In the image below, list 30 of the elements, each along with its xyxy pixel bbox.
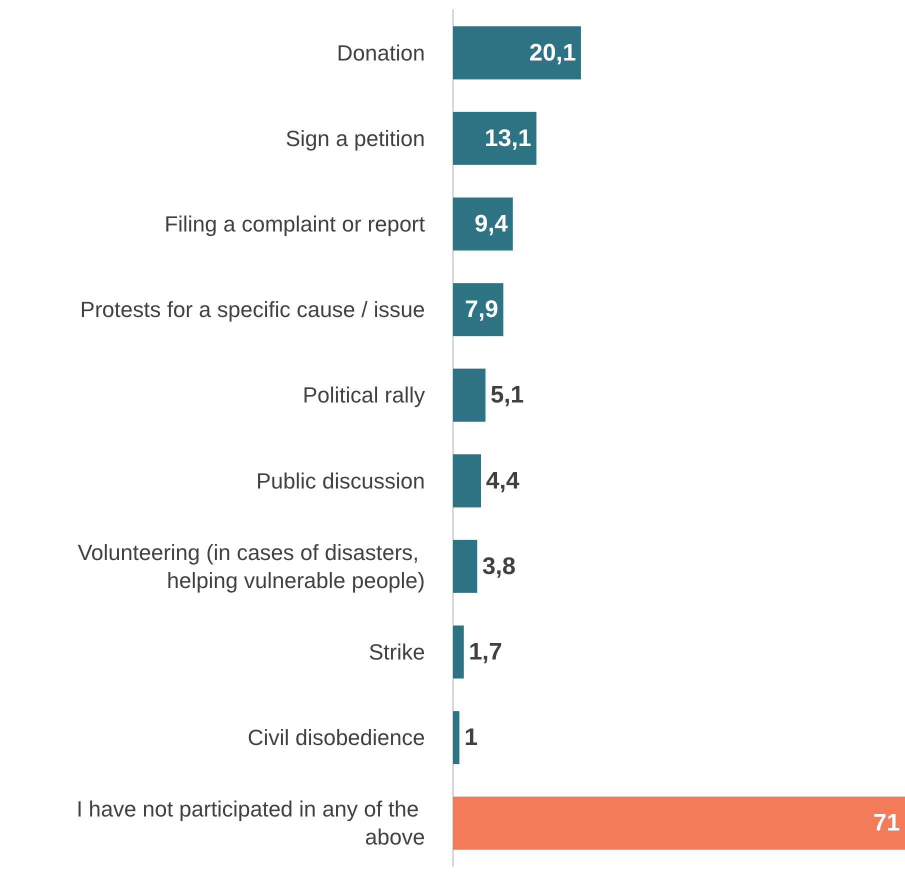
data-label: 5,1 xyxy=(490,382,524,409)
y-tick-label: Political rally xyxy=(302,382,425,408)
data-label: 1,7 xyxy=(468,638,502,666)
y-tick-label: Volunteering (in cases of disasters, helping vulnerable people) xyxy=(78,540,425,593)
y-tick-label: Sign a petition xyxy=(286,126,425,151)
bar xyxy=(453,368,486,422)
data-label: 71 xyxy=(873,810,900,837)
data-label: 13,1 xyxy=(484,124,532,152)
y-tick-label: Civil disobedience xyxy=(248,725,425,750)
y-tick-label: Public discussion xyxy=(256,468,425,494)
data-label: 7,9 xyxy=(464,296,498,324)
data-label: 20,1 xyxy=(529,39,576,66)
y-tick-label: Protests for a specific cause / issue xyxy=(80,297,425,322)
y-tick-label: Filing a complaint or report xyxy=(164,212,425,236)
y-tick-label: I have not participated in any of the above xyxy=(76,796,425,850)
bar xyxy=(453,711,460,764)
bar xyxy=(453,625,464,679)
bar xyxy=(453,26,581,80)
bar xyxy=(453,796,905,850)
data-label: 3,8 xyxy=(482,552,516,580)
bar xyxy=(453,283,504,336)
y-tick-label: Strike xyxy=(368,640,425,664)
data-label: 9,4 xyxy=(474,210,508,238)
bar xyxy=(453,197,513,251)
bar xyxy=(453,112,536,165)
data-label: 4,4 xyxy=(486,467,520,494)
bar xyxy=(453,540,478,593)
bar xyxy=(453,454,482,508)
y-tick-label: Donation xyxy=(336,40,425,66)
data-label: 1 xyxy=(464,724,478,752)
